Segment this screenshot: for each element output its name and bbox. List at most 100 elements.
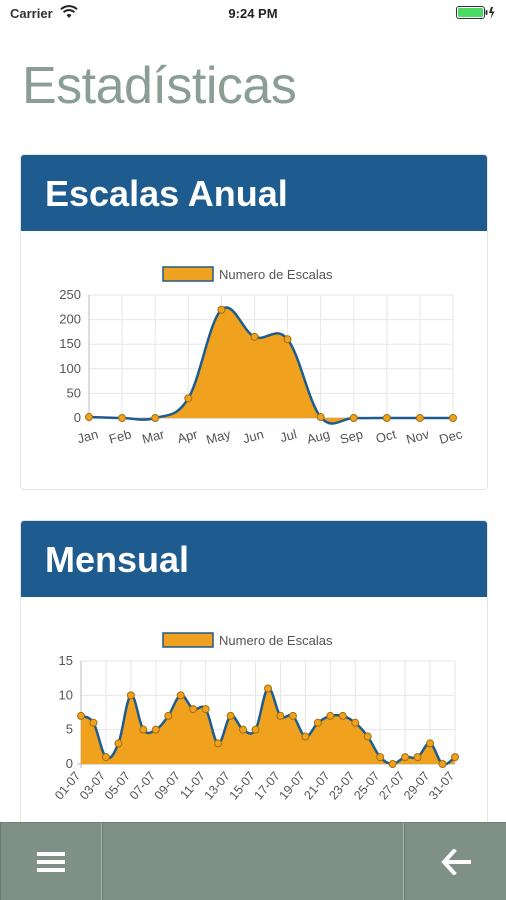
data-point xyxy=(139,725,148,734)
data-point xyxy=(184,394,193,403)
annual-card-title: Escalas Anual xyxy=(21,155,487,231)
x-tick-label: Oct xyxy=(374,426,398,446)
monthly-card-title: Mensual xyxy=(21,521,487,597)
data-point xyxy=(349,414,358,422)
x-tick-label: Jun xyxy=(241,426,265,446)
y-tick-label: 10 xyxy=(59,687,73,702)
y-tick-label: 150 xyxy=(59,336,81,351)
data-point xyxy=(363,732,372,741)
data-point xyxy=(313,718,322,727)
x-tick-label: 09-07 xyxy=(152,769,183,803)
x-tick-label: 27-07 xyxy=(376,769,407,803)
y-tick-label: 0 xyxy=(66,756,73,771)
bottom-toolbar xyxy=(0,822,506,900)
x-tick-label: 11-07 xyxy=(177,769,208,802)
data-point xyxy=(326,711,335,720)
toolbar-spacer xyxy=(102,823,404,900)
data-point xyxy=(449,414,457,422)
x-tick-label: 05-07 xyxy=(102,769,133,803)
y-tick-label: 5 xyxy=(66,722,73,737)
data-point xyxy=(89,718,98,727)
x-tick-label: 13-07 xyxy=(202,769,233,803)
x-tick-label: 07-07 xyxy=(127,769,158,803)
data-point xyxy=(288,711,297,720)
series-area xyxy=(81,688,455,765)
y-tick-label: 250 xyxy=(59,287,81,302)
x-tick-label: 17-07 xyxy=(251,769,282,803)
data-point xyxy=(283,335,292,344)
data-point xyxy=(164,711,173,720)
legend-swatch xyxy=(162,266,214,282)
x-tick-label: 29-07 xyxy=(401,769,432,803)
y-tick-label: 200 xyxy=(59,312,81,327)
back-button[interactable] xyxy=(404,823,506,900)
x-tick-label: 15-07 xyxy=(227,769,258,803)
data-point xyxy=(316,413,325,422)
chart-legend: Numero de Escalas xyxy=(162,632,333,648)
data-point xyxy=(217,305,226,314)
data-point xyxy=(250,332,259,341)
data-point xyxy=(251,725,260,734)
data-point xyxy=(264,684,272,693)
data-point xyxy=(451,753,459,762)
x-tick-label: 03-07 xyxy=(77,769,108,803)
x-tick-label: Nov xyxy=(404,426,431,447)
x-tick-label: Apr xyxy=(176,426,200,446)
x-tick-label: Dec xyxy=(438,426,465,447)
data-point xyxy=(151,725,160,734)
annual-card-body: Numero de Escalas 0 50 100 150 200 250 Jan Feb Ma… xyxy=(21,231,487,489)
data-point xyxy=(376,753,385,762)
x-tick-label: 19-07 xyxy=(276,769,307,803)
y-tick-label: 50 xyxy=(67,385,81,400)
legend-label: Numero de Escalas xyxy=(219,633,333,648)
monthly-card: Mensual Numero de Escalas 0 5 10 15 01-07 03-0… xyxy=(20,520,488,830)
x-tick-label: May xyxy=(205,426,233,447)
monthly-chart: Numero de Escalas 0 5 10 15 01-0703-0705-0707… xyxy=(52,632,459,803)
data-point xyxy=(226,711,235,720)
y-tick-label: 0 xyxy=(74,410,81,425)
legend-swatch xyxy=(162,632,214,648)
data-point xyxy=(382,414,391,422)
data-point xyxy=(85,413,93,422)
status-bar: Carrier 9:24 PM xyxy=(0,0,506,28)
data-point xyxy=(388,760,397,768)
data-point xyxy=(301,732,310,741)
menu-button[interactable] xyxy=(0,823,102,900)
annual-card: Escalas Anual Numero de Escalas 0 50 100 150… xyxy=(20,154,488,490)
x-tick-label: Sep xyxy=(338,426,364,446)
data-point xyxy=(126,691,135,700)
series-area xyxy=(89,307,453,424)
x-tick-label: Jul xyxy=(278,426,298,445)
y-tick-label: 100 xyxy=(59,361,81,376)
data-point xyxy=(101,753,110,762)
legend-label: Numero de Escalas xyxy=(219,267,333,282)
data-point xyxy=(438,760,447,768)
data-point xyxy=(351,718,360,727)
x-tick-label: 01-07 xyxy=(52,769,83,803)
monthly-card-body: Numero de Escalas 0 5 10 15 01-07 03-07 05-07 07… xyxy=(21,597,487,829)
arrow-left-icon xyxy=(440,849,471,875)
data-point xyxy=(239,725,248,734)
data-point xyxy=(201,705,210,714)
annual-chart: Numero de Escalas 0 50 100 150 200 250 Jan Feb Ma… xyxy=(59,266,465,447)
wifi-icon xyxy=(60,5,78,22)
x-tick-label: Mar xyxy=(140,426,166,446)
data-point xyxy=(176,691,185,700)
x-tick-label: 31-07 xyxy=(426,769,457,803)
data-point xyxy=(118,414,127,422)
y-tick-label: 15 xyxy=(59,653,73,668)
x-tick-label: 23-07 xyxy=(326,769,357,803)
chart-legend: Numero de Escalas xyxy=(162,266,333,282)
data-point xyxy=(338,711,347,720)
page-title: Estadísticas xyxy=(22,57,297,115)
x-tick-label: 25-07 xyxy=(351,769,382,803)
data-point xyxy=(276,711,285,720)
data-point xyxy=(151,414,160,422)
x-tick-label: 21-07 xyxy=(301,769,332,803)
data-point xyxy=(189,705,198,714)
data-point xyxy=(415,414,424,422)
x-tick-label: Feb xyxy=(107,426,133,446)
data-point xyxy=(413,753,422,762)
battery-icon xyxy=(456,6,496,23)
carrier-label: Carrier xyxy=(10,6,53,21)
